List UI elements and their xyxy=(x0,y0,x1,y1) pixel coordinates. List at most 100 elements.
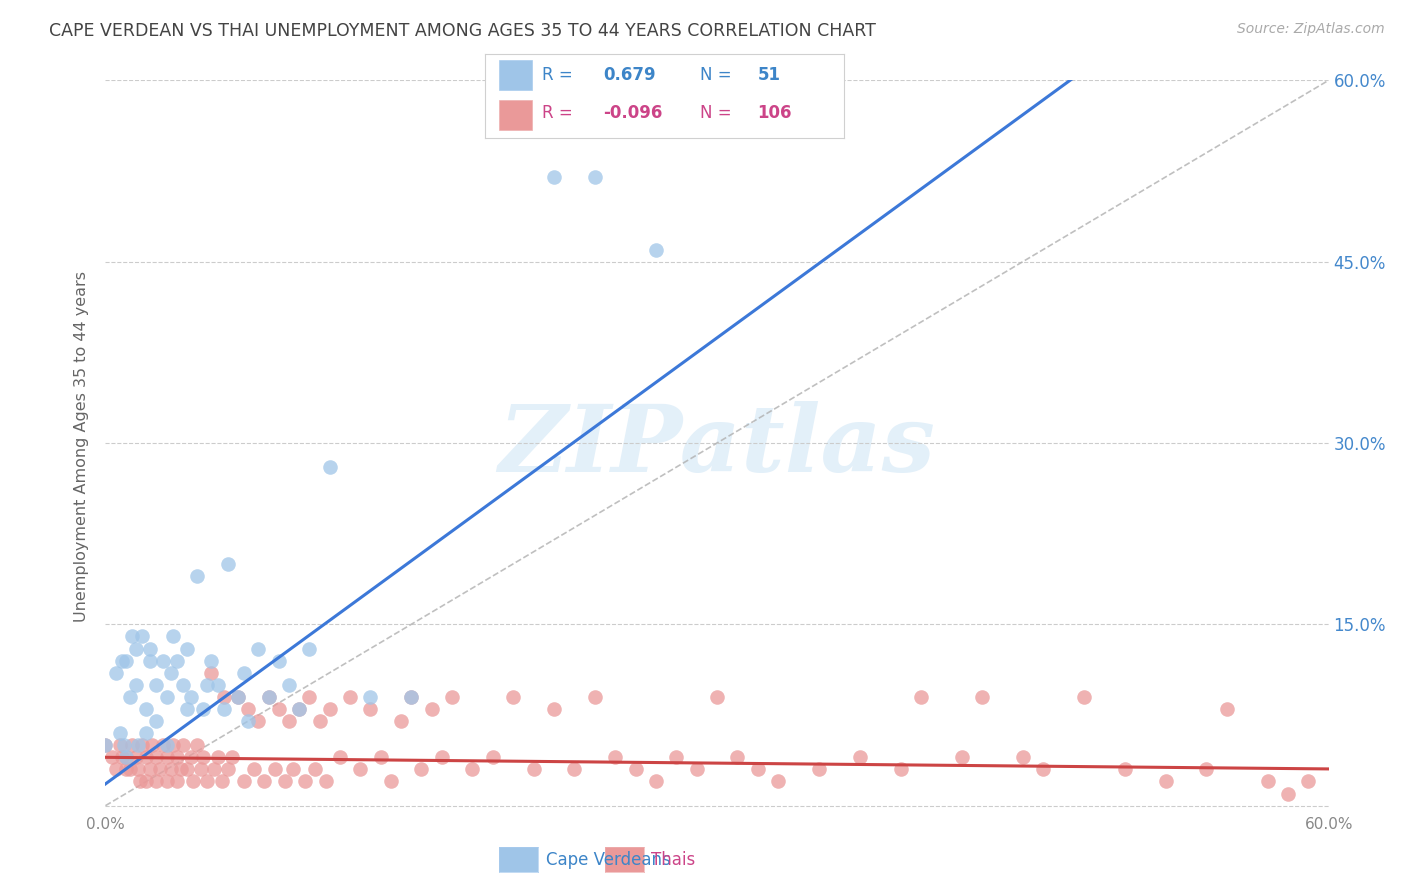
Point xyxy=(247,641,270,656)
Point xyxy=(950,750,973,764)
Point xyxy=(135,750,157,764)
Point xyxy=(747,763,769,777)
Point xyxy=(318,460,342,475)
Point xyxy=(263,763,285,777)
Point xyxy=(274,774,297,789)
Point xyxy=(1277,787,1299,801)
Point xyxy=(152,654,174,668)
Point xyxy=(1073,690,1095,704)
Point xyxy=(207,678,229,692)
Point xyxy=(221,750,243,764)
Point xyxy=(135,774,157,789)
Point xyxy=(236,714,260,728)
Text: Thais: Thais xyxy=(651,851,695,869)
Point xyxy=(211,774,233,789)
Point xyxy=(94,738,117,752)
Point xyxy=(226,690,249,704)
Point xyxy=(226,690,249,704)
Text: Source: ZipAtlas.com: Source: ZipAtlas.com xyxy=(1237,22,1385,37)
Point xyxy=(180,690,202,704)
Point xyxy=(115,750,138,764)
Point xyxy=(1256,774,1278,789)
Point xyxy=(217,763,239,777)
Text: -0.096: -0.096 xyxy=(603,104,662,122)
Point xyxy=(193,750,215,764)
Point xyxy=(217,557,239,571)
Point xyxy=(441,690,464,704)
Point xyxy=(644,243,668,257)
Point xyxy=(1216,702,1239,716)
Point xyxy=(807,763,830,777)
Point xyxy=(172,738,194,752)
Point xyxy=(94,738,117,752)
Point xyxy=(543,169,565,184)
Point xyxy=(288,702,311,716)
Point xyxy=(139,641,162,656)
Point xyxy=(193,702,215,716)
Point xyxy=(665,750,688,764)
Point xyxy=(156,690,179,704)
Point xyxy=(420,702,443,716)
Point xyxy=(121,629,143,643)
Point xyxy=(278,714,301,728)
Point xyxy=(1296,774,1319,789)
Point xyxy=(1195,763,1218,777)
Point xyxy=(583,169,606,184)
Point xyxy=(380,774,402,789)
Point xyxy=(166,774,188,789)
Text: Cape Verdeans: Cape Verdeans xyxy=(546,851,671,869)
Point xyxy=(176,763,198,777)
Point xyxy=(349,763,371,777)
Point xyxy=(706,690,728,704)
Point xyxy=(135,726,157,740)
Point xyxy=(162,738,184,752)
Point xyxy=(233,774,256,789)
Point xyxy=(104,665,127,680)
Point xyxy=(543,702,565,716)
Point xyxy=(166,750,188,764)
Point xyxy=(176,702,198,716)
Point xyxy=(315,774,337,789)
Point xyxy=(141,738,163,752)
Point xyxy=(129,774,152,789)
Point xyxy=(562,763,586,777)
Point xyxy=(162,629,184,643)
Point xyxy=(212,702,235,716)
Bar xyxy=(499,61,531,90)
Point xyxy=(339,690,361,704)
Point xyxy=(172,678,194,692)
Point xyxy=(1154,774,1177,789)
Point xyxy=(294,774,316,789)
Point xyxy=(243,763,266,777)
Point xyxy=(131,738,153,752)
Point xyxy=(411,763,433,777)
Point xyxy=(360,702,382,716)
Point xyxy=(318,702,342,716)
Text: ZIPatlas: ZIPatlas xyxy=(499,401,935,491)
Text: 0.679: 0.679 xyxy=(603,66,657,84)
Point xyxy=(389,714,412,728)
Point xyxy=(181,774,204,789)
Point xyxy=(104,763,127,777)
Text: CAPE VERDEAN VS THAI UNEMPLOYMENT AMONG AGES 35 TO 44 YEARS CORRELATION CHART: CAPE VERDEAN VS THAI UNEMPLOYMENT AMONG … xyxy=(49,22,876,40)
Text: N =: N = xyxy=(700,104,731,122)
Point xyxy=(481,750,505,764)
Text: 51: 51 xyxy=(758,66,780,84)
Point xyxy=(115,654,138,668)
Point xyxy=(197,678,219,692)
Point xyxy=(288,702,311,716)
Point xyxy=(212,690,235,704)
Point xyxy=(145,678,167,692)
Point xyxy=(370,750,392,764)
Point xyxy=(257,690,280,704)
Point xyxy=(523,763,546,777)
Point xyxy=(583,690,606,704)
Point xyxy=(121,738,143,752)
Point xyxy=(118,763,141,777)
Point xyxy=(308,714,330,728)
Point xyxy=(1114,763,1136,777)
Point xyxy=(267,654,290,668)
Point xyxy=(298,641,321,656)
Point xyxy=(159,763,181,777)
Point xyxy=(233,665,256,680)
